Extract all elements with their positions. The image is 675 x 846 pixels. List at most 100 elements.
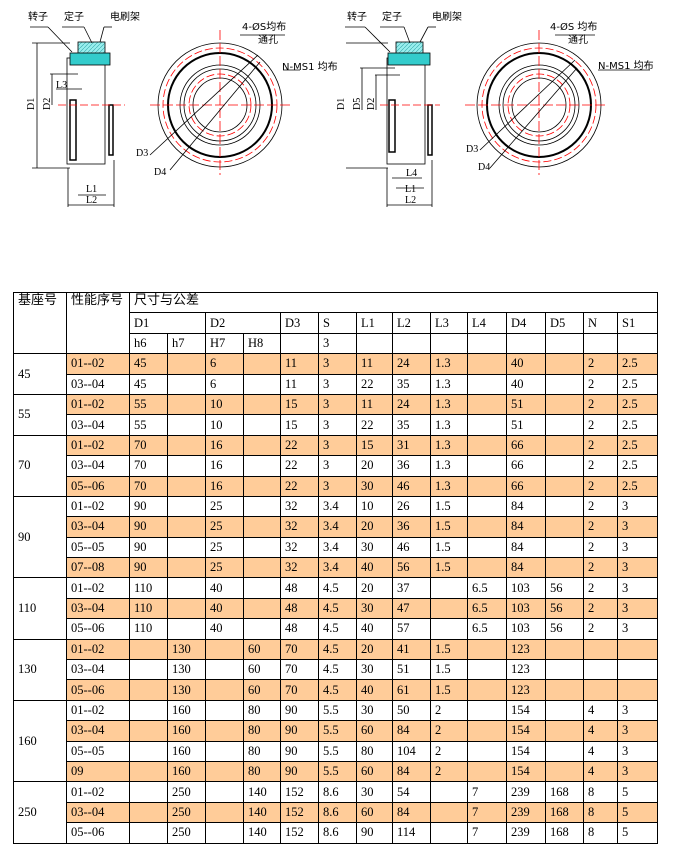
value-cell: 1.3	[430, 353, 468, 375]
value-cell: 56	[545, 577, 584, 599]
table-row: 05--05 90 25 32 3.4 30 46 1.5 84 2 3	[14, 536, 659, 559]
value-cell: 66	[506, 475, 546, 497]
value-cell: 7	[467, 801, 507, 824]
value-cell: 16	[205, 475, 244, 497]
value-cell	[167, 475, 206, 497]
value-cell: 80	[356, 740, 393, 762]
value-cell: 30	[356, 597, 393, 620]
table-row: 03--04 110 40 48 4.5 30 47 6.5 103 56 2 3	[14, 597, 659, 620]
value-cell: 239	[506, 822, 546, 844]
value-cell: 8	[583, 822, 618, 844]
value-cell	[205, 740, 244, 762]
value-cell	[430, 597, 468, 620]
value-cell: 40	[356, 618, 393, 640]
value-cell: 4	[583, 760, 618, 783]
label-rotor: 转子	[28, 10, 48, 23]
table-row: 05--06 110 40 48 4.5 40 57 6.5 103 56 2 3	[14, 618, 659, 640]
base-cell: 110	[13, 577, 67, 640]
base-cell: 90	[13, 495, 67, 579]
value-cell: 66	[506, 434, 546, 457]
value-cell: 84	[506, 516, 546, 538]
value-cell: 2	[583, 516, 618, 538]
header-row: 基座号 性能序号 尺寸与公差	[13, 291, 659, 355]
value-cell: 55	[129, 414, 168, 436]
value-cell: 6.5	[467, 577, 507, 599]
side-view-left	[30, 26, 125, 207]
value-cell: 8.6	[318, 781, 357, 803]
table-row: 250 01--02 250 140 152 8.6 30 54 7 239 168 8 5	[13, 781, 659, 844]
value-cell: 2	[583, 455, 618, 477]
value-cell: 8.6	[318, 822, 357, 844]
value-cell: 3	[616, 557, 659, 579]
value-cell: 7	[467, 781, 507, 803]
table-row: 03--04 130 60 70 4.5 30 51 1.5 123	[14, 659, 659, 681]
label-d4: D4	[154, 167, 166, 178]
value-cell: 25	[205, 516, 244, 538]
value-cell	[205, 801, 244, 824]
value-cell: 123	[506, 679, 546, 701]
value-cell	[129, 659, 168, 681]
value-cell: 60	[243, 638, 281, 661]
value-cell: 90	[280, 699, 319, 722]
value-cell: 3	[616, 536, 659, 559]
label-d3: D3	[466, 144, 478, 155]
value-cell: 45	[129, 373, 168, 395]
value-cell: 3	[616, 760, 659, 783]
header-col-l1: L1	[356, 312, 393, 334]
table-row: 05--06 130 60 70 4.5 40 61 1.5 123	[14, 679, 659, 701]
value-cell: 56	[392, 557, 431, 579]
seq-cell: 05--06	[66, 475, 130, 497]
seq-cell: 03--04	[66, 414, 130, 436]
value-cell: 30	[356, 475, 393, 497]
seq-cell: 01--02	[66, 638, 130, 661]
value-cell	[430, 781, 468, 803]
value-cell	[467, 373, 507, 395]
value-cell: 2.5	[616, 455, 659, 477]
value-cell: 2	[430, 720, 468, 742]
value-cell	[545, 760, 584, 783]
header-col-d3: D3	[280, 312, 319, 334]
value-cell	[205, 659, 244, 681]
value-cell	[430, 618, 468, 640]
value-cell: 16	[205, 455, 244, 477]
value-cell: 130	[167, 679, 206, 701]
value-cell	[545, 373, 584, 395]
tolerance-cell: h7	[167, 332, 206, 355]
label-l3: L3	[56, 80, 67, 91]
value-cell: 4.5	[318, 577, 357, 599]
tolerance-cell: H8	[243, 332, 281, 355]
value-cell	[243, 434, 281, 457]
value-cell: 11	[356, 393, 393, 416]
seq-cell: 05--05	[66, 740, 130, 762]
base-cell: 130	[13, 638, 67, 701]
value-cell	[545, 414, 584, 436]
value-cell	[129, 760, 168, 783]
header-col-s1: S1	[616, 312, 659, 334]
value-cell: 24	[392, 353, 431, 375]
side-view-right	[345, 26, 440, 207]
label-d5: D5	[352, 98, 363, 110]
value-cell: 2	[583, 393, 618, 416]
table-row: 55 01--02 55 10 15 3 11 24 1.3 51 2 2.5	[13, 393, 659, 436]
value-cell: 48	[280, 577, 319, 599]
seq-cell: 01--02	[66, 434, 130, 457]
value-cell: 160	[167, 760, 206, 783]
value-cell: 3	[318, 455, 357, 477]
seq-cell: 01--02	[66, 699, 130, 722]
value-cell: 15	[356, 434, 393, 457]
value-cell: 2.5	[616, 353, 659, 375]
value-cell: 3	[616, 495, 659, 518]
value-cell: 84	[506, 495, 546, 518]
value-cell	[616, 679, 659, 701]
value-cell: 160	[167, 720, 206, 742]
value-cell: 25	[205, 557, 244, 579]
table-row: 03--04 70 16 22 3 20 36 1.3 66 2 2.5	[14, 455, 659, 477]
header-col-d2: D2	[205, 312, 281, 334]
header-col-l4: L4	[467, 312, 507, 334]
value-cell: 3	[318, 414, 357, 436]
value-cell: 2	[583, 414, 618, 436]
value-cell: 45	[129, 353, 168, 375]
value-cell: 6.5	[467, 618, 507, 640]
label-d2: D2	[366, 98, 377, 110]
seq-cell: 05--05	[66, 536, 130, 559]
